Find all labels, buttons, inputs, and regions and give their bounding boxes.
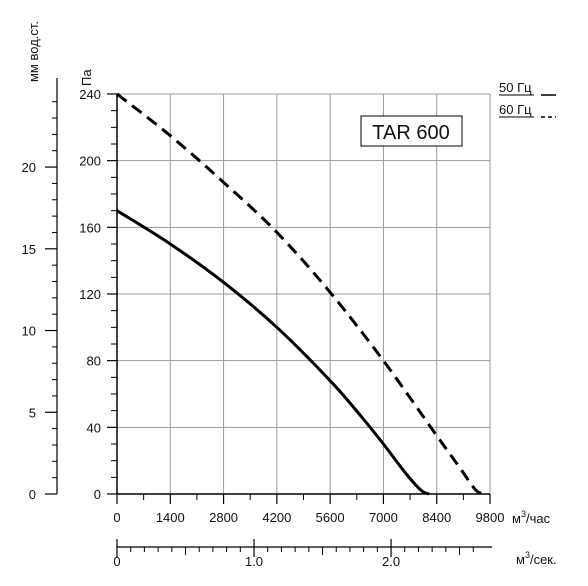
legend-label: 60 Гц — [499, 102, 532, 117]
y-secondary-tick-label: 0 — [29, 487, 36, 502]
x-tick-label: 4200 — [262, 510, 291, 525]
x-secondary-tick-label: 1.0 — [245, 554, 263, 569]
y-secondary-tick-label: 20 — [22, 160, 36, 175]
y-tick-label: 80 — [87, 354, 101, 369]
y-secondary-tick-label: 10 — [22, 324, 36, 339]
y-tick-label: 200 — [79, 154, 101, 169]
x-tick-label: 5600 — [316, 510, 345, 525]
series-line-60hz — [116, 92, 484, 496]
series-line-50hz — [116, 209, 430, 496]
y-axis-secondary-unit: мм вод.ст. — [26, 21, 41, 82]
chart-title: TAR 600 — [372, 122, 449, 144]
series-lines — [116, 92, 484, 496]
y-axis-unit: Па — [79, 69, 94, 86]
x-axis-unit: м3/час — [512, 509, 551, 526]
x-axis-secondary-unit: м3/сек. — [516, 550, 557, 567]
y-secondary-tick-label: 15 — [22, 242, 36, 257]
y-secondary-tick-label: 5 — [29, 405, 36, 420]
x-secondary-tick-label: 2.0 — [382, 554, 400, 569]
legend: 50 Гц 60 Гц — [499, 80, 556, 118]
y-tick-label: 160 — [79, 220, 101, 235]
x-tick-label: 8400 — [422, 510, 451, 525]
y-tick-label: 40 — [87, 420, 101, 435]
legend-label: 50 Гц — [499, 80, 532, 95]
grid — [117, 93, 491, 494]
x-tick-label: 7000 — [369, 510, 398, 525]
y-tick-label: 120 — [79, 287, 101, 302]
y-tick-label: 0 — [94, 487, 101, 502]
chart-title-box: TAR 600 — [360, 115, 463, 147]
x-tick-label: 1400 — [156, 510, 185, 525]
x-tick-label: 2800 — [209, 510, 238, 525]
x-tick-label: 9800 — [476, 510, 505, 525]
x-tick-label: 0 — [113, 510, 120, 525]
y-tick-label: 240 — [79, 87, 101, 102]
x-secondary-tick-label: 0 — [113, 554, 120, 569]
